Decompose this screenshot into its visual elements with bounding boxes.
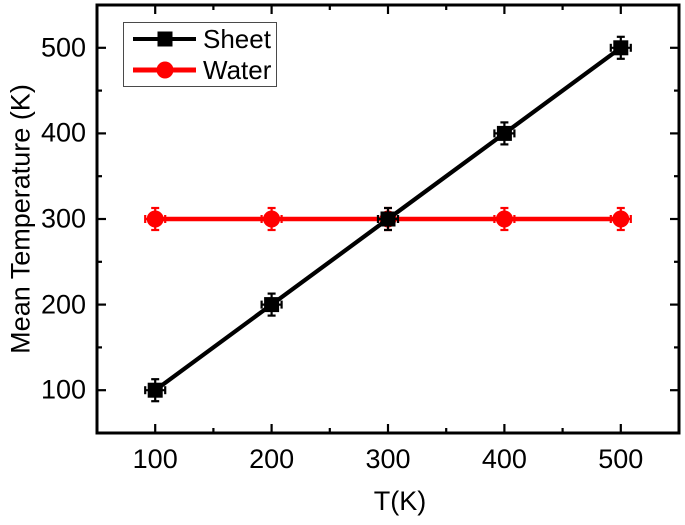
legend-label-sheet: Sheet bbox=[203, 24, 271, 55]
water-data-point bbox=[263, 210, 281, 228]
sheet-data-point bbox=[147, 382, 163, 398]
y-tick-label: 200 bbox=[40, 289, 86, 320]
x-tick-label: 400 bbox=[481, 444, 527, 474]
x-tick-label: 100 bbox=[132, 444, 178, 474]
water-data-point bbox=[495, 210, 513, 228]
sheet-data-point bbox=[264, 297, 280, 313]
sheet-data-point bbox=[380, 211, 396, 227]
water-line-sample bbox=[133, 59, 196, 81]
legend-item-water: Water bbox=[124, 55, 276, 84]
y-tick-label: 400 bbox=[40, 117, 86, 148]
y-tick-label: 100 bbox=[40, 374, 86, 405]
y-tick-label: 500 bbox=[40, 32, 86, 63]
sheet-line-sample bbox=[133, 28, 196, 50]
water-data-point bbox=[146, 210, 164, 228]
legend: Sheet Water bbox=[123, 22, 277, 87]
sheet-data-point bbox=[613, 40, 629, 56]
x-tick-label: 300 bbox=[365, 444, 411, 474]
sheet-square-marker-icon bbox=[157, 31, 172, 47]
x-tick-label: 200 bbox=[249, 444, 295, 474]
legend-label-water: Water bbox=[203, 54, 272, 85]
water-data-point bbox=[612, 210, 630, 228]
x-tick-label: 500 bbox=[598, 444, 644, 474]
water-circle-marker-icon bbox=[156, 61, 173, 79]
x-axis-title: T(K) bbox=[373, 486, 427, 516]
y-tick-label: 300 bbox=[40, 203, 86, 234]
sheet-data-point bbox=[496, 125, 512, 141]
legend-item-sheet: Sheet bbox=[124, 25, 276, 54]
